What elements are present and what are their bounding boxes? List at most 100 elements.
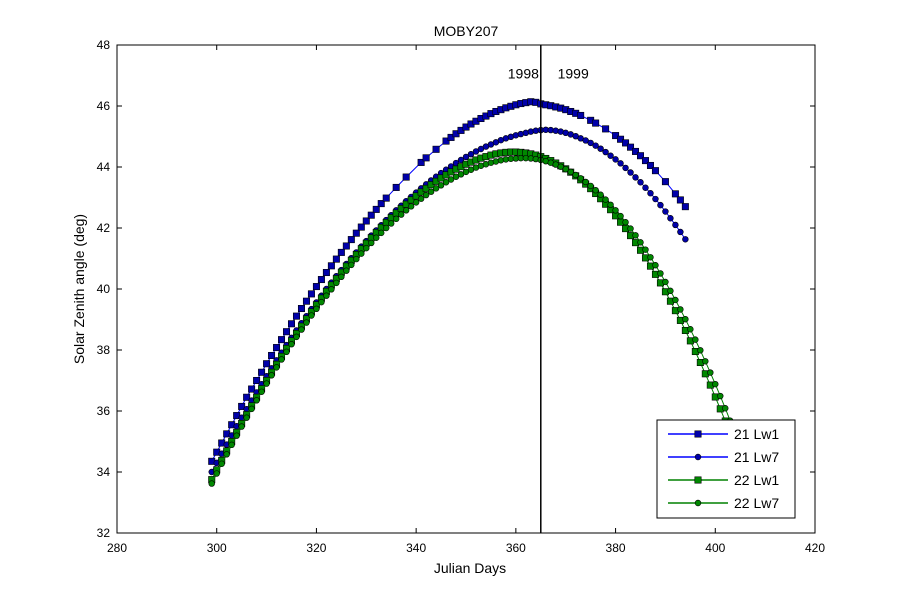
data-point [273, 344, 281, 352]
data-point [637, 179, 644, 186]
data-point [313, 305, 320, 313]
legend-items: 21 Lw1 21 Lw7 22 Lw1 22 Lw7 [668, 426, 779, 511]
data-point [243, 393, 251, 401]
x-tick-label: 280 [107, 541, 127, 555]
data-point [283, 348, 290, 356]
data-point [268, 372, 275, 379]
data-point [388, 220, 395, 227]
data-point [368, 239, 375, 247]
legend-swatch-marker [694, 476, 702, 484]
data-point [682, 236, 689, 243]
data-point [278, 356, 285, 363]
data-point [348, 261, 355, 269]
data-point [358, 250, 365, 257]
data-point [627, 169, 634, 176]
data-point [597, 191, 604, 198]
data-point [323, 292, 330, 299]
data-point [587, 182, 594, 190]
data-point [567, 168, 574, 176]
y-tick-label: 36 [97, 404, 111, 418]
data-point [617, 135, 625, 143]
x-tick-label: 300 [207, 541, 227, 555]
data-point [378, 229, 385, 237]
y-tick-label: 44 [97, 160, 111, 174]
data-point [402, 173, 410, 181]
data-point [682, 315, 689, 323]
data-point [447, 133, 455, 141]
data-point [373, 234, 380, 241]
data-point [562, 165, 569, 173]
annotations: 1998 1999 [508, 66, 589, 82]
data-point [362, 217, 370, 225]
data-point [652, 262, 659, 269]
data-point [337, 248, 345, 256]
data-point [382, 194, 390, 202]
data-point [632, 232, 639, 239]
data-point [627, 143, 635, 151]
data-point [717, 392, 724, 400]
x-tick-label: 360 [506, 541, 526, 555]
data-point [472, 148, 480, 155]
data-point [712, 380, 719, 388]
legend-label: 21 Lw7 [734, 449, 779, 465]
data-point [622, 219, 629, 226]
y-tick-label: 40 [97, 282, 111, 296]
series-22-lw7 [208, 154, 734, 487]
data-point [646, 161, 654, 169]
data-point [417, 188, 425, 196]
data-point [692, 336, 699, 343]
data-point [273, 364, 280, 371]
data-point [612, 132, 620, 140]
data-point [383, 224, 390, 232]
data-point [617, 212, 624, 220]
data-point [377, 200, 385, 208]
data-point [577, 175, 584, 182]
data-point [432, 185, 440, 192]
chart-title: MOBY207 [434, 23, 499, 39]
x-axis-ticks: 280 300 320 340 360 380 400 420 [107, 45, 825, 555]
data-point [283, 328, 291, 336]
data-point [312, 283, 320, 291]
data-point [667, 287, 674, 295]
data-point [343, 267, 350, 274]
data-point [327, 262, 335, 270]
data-point [292, 312, 300, 320]
legend-swatch-marker [694, 499, 702, 507]
data-point [702, 358, 709, 365]
data-point [342, 242, 350, 250]
legend-swatch-marker [694, 430, 702, 438]
data-point [592, 186, 599, 194]
data-point [462, 153, 470, 161]
legend-box [656, 419, 796, 519]
plot-area [208, 98, 734, 487]
data-point [363, 244, 370, 252]
annotation-1999: 1999 [558, 66, 589, 82]
data-point [432, 145, 440, 153]
data-point [298, 326, 305, 333]
data-point [328, 286, 335, 293]
data-point [602, 148, 609, 156]
data-point [636, 152, 644, 160]
data-point [642, 246, 649, 253]
data-point [422, 184, 430, 192]
data-point [372, 205, 380, 213]
data-point [632, 174, 639, 181]
data-point [437, 182, 445, 189]
x-tick-label: 340 [406, 541, 426, 555]
data-point [457, 156, 465, 164]
y-tick-label: 32 [97, 526, 111, 540]
data-point [287, 320, 295, 328]
data-point [223, 451, 230, 458]
data-point [687, 326, 694, 333]
legend-item: 21 Lw1 [668, 426, 779, 442]
data-point [422, 154, 430, 162]
data-point [258, 368, 266, 376]
series-layer [208, 98, 734, 487]
data-point [417, 195, 425, 202]
data-point [672, 296, 679, 304]
data-point [607, 152, 614, 159]
data-point [303, 319, 310, 326]
data-point [612, 207, 619, 214]
data-point [657, 270, 664, 277]
